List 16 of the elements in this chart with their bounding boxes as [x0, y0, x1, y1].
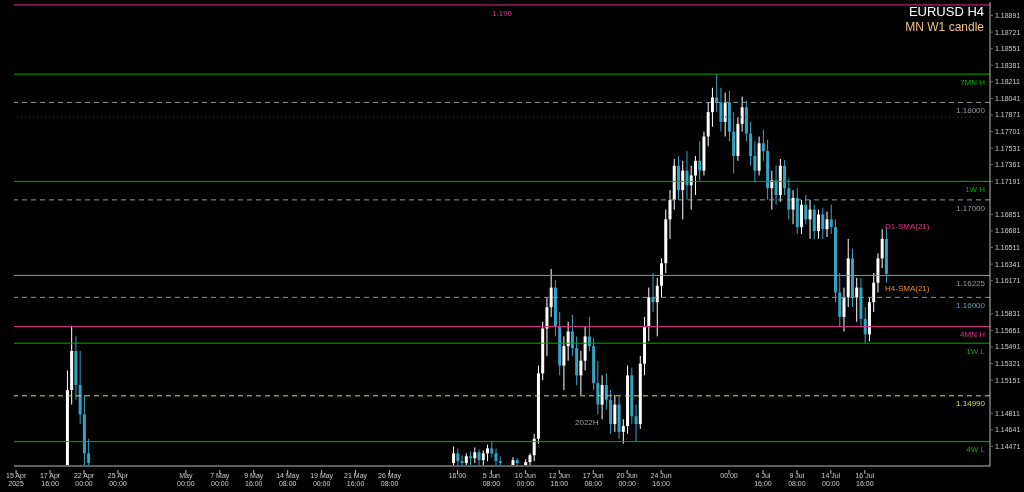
ref-line-label: 1.190	[491, 8, 513, 18]
ref-line-label: 1.16225	[956, 279, 986, 289]
ref-line-label: 1W H	[965, 185, 986, 195]
ref-line-label: 1W L	[966, 346, 986, 356]
ref-line-label: 4W L	[966, 445, 986, 455]
ref-line-label: 1.14990	[956, 399, 986, 409]
annotation: D1-SMA(21)	[885, 222, 930, 231]
annotation: 2022H	[575, 418, 599, 427]
ref-line-label: 1.16000	[956, 301, 986, 311]
ref-line-label: 7MN H	[960, 77, 986, 87]
ref-line-label: 4MN H	[960, 330, 986, 340]
text: MN W1 candle	[905, 20, 984, 34]
annotation: H4-SMA(21)	[885, 284, 930, 293]
ref-line-label: 1.17000	[956, 203, 986, 213]
chart-title: EURUSD H4	[908, 4, 984, 19]
ref-line-label: 1.18000	[956, 106, 986, 116]
